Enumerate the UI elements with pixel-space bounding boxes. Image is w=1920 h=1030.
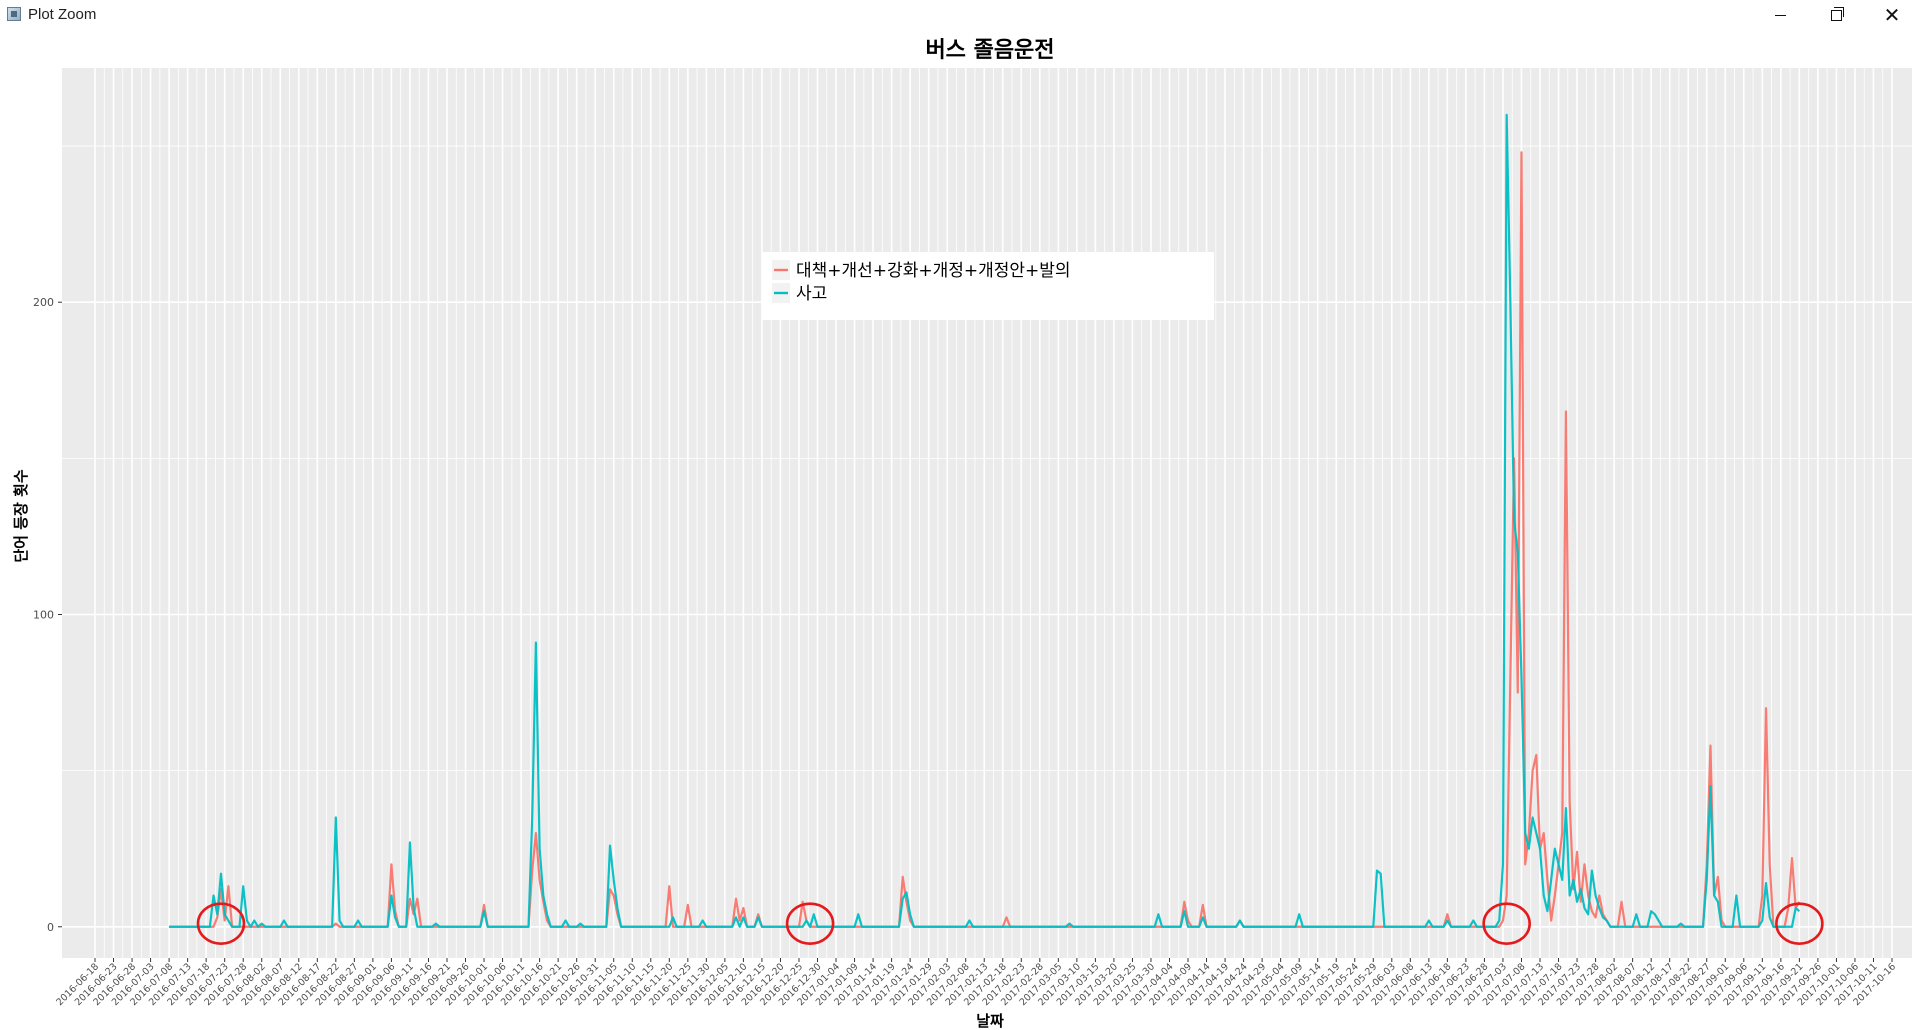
y-tick-label: 200 xyxy=(33,296,54,309)
minor-grid xyxy=(62,68,1912,958)
highlight-circle xyxy=(785,902,835,945)
y-axis-title: 단어 등장 횟수 xyxy=(12,469,30,562)
y-tick-label: 0 xyxy=(47,921,54,934)
highlight-circle xyxy=(1482,902,1531,945)
series-line-2 xyxy=(169,113,1801,928)
close-button[interactable]: ✕ xyxy=(1862,0,1920,30)
legend-box xyxy=(762,252,1214,320)
annotation-layer xyxy=(196,902,1824,945)
y-axis: 0 100 200 xyxy=(33,296,62,934)
restore-icon xyxy=(1830,6,1844,21)
x-axis-title: 날짜 xyxy=(976,1012,1004,1030)
app-window-icon xyxy=(7,7,21,21)
plot-panel xyxy=(62,68,1912,958)
highlight-circle xyxy=(196,902,246,945)
legend-label: 대책+개선+강화+개정+개정안+발의 xyxy=(796,261,1071,281)
window-title: Plot Zoom xyxy=(28,6,97,23)
y-tick-label: 100 xyxy=(33,608,54,621)
close-icon: ✕ xyxy=(1883,3,1901,27)
chart-title: 버스 졸음운전 xyxy=(925,38,1054,63)
series-layer xyxy=(169,113,1801,928)
line-chart: 0 100 200 2016-06-182016-06-232016-06-2820… xyxy=(0,30,1920,1030)
legend-label: 사고 xyxy=(796,284,827,304)
minimize-icon xyxy=(1774,14,1786,16)
maximize-button[interactable] xyxy=(1806,0,1866,30)
highlight-circle xyxy=(1775,902,1824,945)
x-axis: 2016-06-182016-06-232016-06-282016-07-03… xyxy=(54,958,1898,1008)
minimize-button[interactable] xyxy=(1750,0,1810,30)
window-titlebar: Plot Zoom ✕ xyxy=(0,0,1920,30)
